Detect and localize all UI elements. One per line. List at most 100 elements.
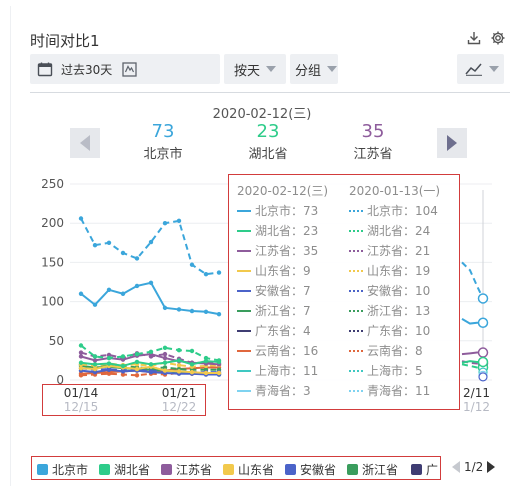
series-current-北京市 xyxy=(80,281,220,316)
tooltip-row: 青海省：11 xyxy=(349,381,440,401)
data-point xyxy=(176,369,182,374)
legend-item[interactable]: 山东省 xyxy=(223,461,274,478)
compare-range-icon[interactable] xyxy=(122,61,137,77)
series-swatch xyxy=(237,290,251,292)
download-icon[interactable] xyxy=(466,30,482,46)
legend-item[interactable]: 湖北省 xyxy=(99,461,150,478)
chart-type-select[interactable] xyxy=(457,54,504,84)
chevron-down-icon xyxy=(266,66,277,72)
data-point xyxy=(189,308,195,314)
series-swatch xyxy=(237,390,251,392)
group-by-label: 分组 xyxy=(295,63,322,79)
series-swatch xyxy=(237,310,251,312)
series-previous-北京市 xyxy=(80,218,220,276)
data-point xyxy=(203,309,209,314)
y-tick-label: 0 xyxy=(56,373,64,387)
series-swatch xyxy=(349,350,363,352)
data-point xyxy=(134,373,140,378)
hover-point xyxy=(477,293,489,304)
data-point xyxy=(189,262,195,267)
data-point xyxy=(203,355,209,361)
data-point xyxy=(106,355,112,361)
legend-item[interactable]: 北京市 xyxy=(37,461,88,478)
series-swatch xyxy=(349,310,363,312)
series-swatch xyxy=(349,250,363,252)
data-point xyxy=(92,242,98,248)
y-tick-label: 50 xyxy=(49,334,64,348)
data-point xyxy=(148,369,154,375)
data-point xyxy=(92,366,98,372)
tooltip-value: 山东省：19 xyxy=(367,264,431,278)
tooltip-row: 云南省：16 xyxy=(237,341,328,361)
tooltip-row: 广东省：10 xyxy=(349,321,440,341)
x-tick-label: 2/11 1/12 xyxy=(446,386,490,414)
legend-item[interactable]: 安徽省 xyxy=(285,461,336,478)
legend-item[interactable]: 江苏省 xyxy=(161,461,212,478)
legend-next-icon[interactable] xyxy=(487,461,496,473)
legend-swatch xyxy=(161,464,172,475)
hover-point xyxy=(477,347,489,358)
series-swatch xyxy=(237,330,251,332)
x-tick-previous: 12/15 xyxy=(63,400,99,414)
data-point xyxy=(78,371,84,376)
x-tick-previous: 1/12 xyxy=(463,400,490,414)
kpi-jiangsu: 35 江苏省 xyxy=(328,122,418,163)
series-swatch xyxy=(237,250,251,252)
tooltip-row: 上海市：5 xyxy=(349,361,440,381)
data-point xyxy=(216,311,222,317)
data-point xyxy=(120,369,126,374)
series-swatch xyxy=(349,290,363,292)
data-point xyxy=(106,352,112,358)
series-swatch xyxy=(237,370,251,372)
group-by-select[interactable]: 分组 xyxy=(290,54,338,84)
data-point xyxy=(134,351,140,357)
legend-label: 山东省 xyxy=(238,463,275,477)
date-range-picker[interactable]: 过去30天 xyxy=(30,54,220,84)
compare-date: 2020-02-12(三) xyxy=(212,107,312,122)
x-tick-current: 2/11 xyxy=(463,386,490,400)
data-point xyxy=(120,363,126,369)
tooltip-value: 北京市：104 xyxy=(367,204,438,218)
legend-item[interactable]: 广 xyxy=(411,461,438,478)
data-point xyxy=(120,372,126,377)
arrow-right-icon xyxy=(447,135,457,151)
series-swatch xyxy=(349,330,363,332)
data-point xyxy=(92,302,98,307)
data-point xyxy=(106,287,112,293)
kpi-name: 湖北省 xyxy=(248,147,288,162)
prev-date-button[interactable] xyxy=(70,128,100,158)
legend-pager: 1/2 xyxy=(452,460,496,474)
tooltip-value: 湖北省：23 xyxy=(255,224,319,238)
time-grain-select[interactable]: 按天 xyxy=(224,54,286,84)
x-tick-label: 01/14 12/15 xyxy=(51,386,111,414)
y-tick-label: 250 xyxy=(41,177,64,191)
tooltip-row: 安徽省：7 xyxy=(237,281,328,301)
tooltip-value: 山东省：9 xyxy=(255,264,311,278)
tooltip-value: 云南省：8 xyxy=(367,344,423,358)
series-swatch xyxy=(349,230,363,232)
legend-label: 江苏省 xyxy=(176,463,213,477)
data-point xyxy=(162,345,168,351)
legend-swatch xyxy=(285,464,296,475)
legend-label: 广 xyxy=(426,463,439,477)
legend-prev-icon[interactable] xyxy=(452,461,460,473)
tooltip-current-date: 2020-02-12(三) xyxy=(237,184,329,198)
legend-item[interactable]: 浙江省 xyxy=(347,461,398,478)
data-point xyxy=(189,369,195,375)
arrow-left-icon xyxy=(80,135,90,151)
data-point xyxy=(162,365,168,370)
kpi-beijing: 73 北京市 xyxy=(118,122,208,163)
tooltip-row: 湖北省：23 xyxy=(237,221,328,241)
next-date-button[interactable] xyxy=(437,128,467,158)
date-range-label: 过去30天 xyxy=(61,62,113,77)
tooltip-row: 江苏省：35 xyxy=(237,241,328,261)
tooltip-row: 江苏省：21 xyxy=(349,241,440,261)
gear-icon[interactable] xyxy=(490,30,506,46)
legend-swatch xyxy=(223,464,234,475)
data-point xyxy=(176,218,182,224)
tooltip-value: 安徽省：7 xyxy=(255,284,311,298)
x-tick-label: 01/21 12/22 xyxy=(149,386,209,414)
tooltip-row: 浙江省：7 xyxy=(237,301,328,321)
tooltip-value: 云南省：16 xyxy=(255,344,319,358)
data-point xyxy=(106,240,112,245)
